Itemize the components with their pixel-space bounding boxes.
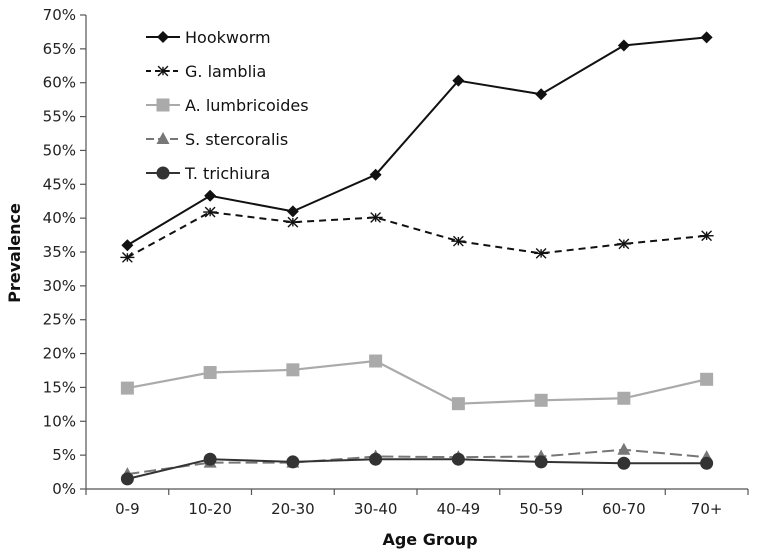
data-point [286,205,299,218]
x-tick-label: 60-70 [602,500,646,518]
data-point [203,452,217,466]
y-tick-label: 40% [43,209,76,227]
data-point [535,88,548,101]
data-point [534,247,549,259]
data-point [699,230,714,242]
legend-label: S. stercoralis [185,130,288,149]
data-point [369,168,382,181]
data-point [700,372,714,386]
legend-marker [156,98,170,112]
data-point [451,452,465,466]
y-tick-label: 25% [43,311,76,329]
y-axis-ticks: 0% 5% 10% 15% 20% 25% 30% 35% 40% 45% 50% 55% 60% 65%… [43,6,86,498]
y-tick-label: 5% [52,446,76,464]
y-axis-title: Prevalence [5,203,24,303]
data-point [617,442,631,455]
legend-item-s-stercoralis: S. stercoralis [146,130,288,149]
y-tick-label: 30% [43,277,76,295]
data-point [369,354,383,368]
y-tick-label: 60% [43,74,76,92]
legend-label: A. lumbricoides [185,96,309,115]
data-point [286,455,300,469]
legend-label: G. lamblia [185,62,266,81]
data-point [452,74,465,87]
series-line-a-lumbricoides [127,359,707,405]
legend: Hookworm G. lamblia A. lumbricoides S. ster… [146,28,309,183]
x-tick-label: 0-9 [115,500,140,518]
x-axis-title: Age Group [382,530,477,549]
data-point [120,252,135,263]
data-point [616,238,631,250]
data-point [203,366,217,380]
data-point [286,363,300,377]
y-tick-label: 65% [43,40,76,58]
y-tick-label: 10% [43,412,76,430]
legend-label: Hookworm [185,28,271,47]
x-tick-label: 30-40 [354,500,398,518]
series-g-lamblia [120,206,714,263]
data-point [120,381,134,395]
data-point [617,456,631,470]
x-tick-label: 50-59 [519,500,563,518]
y-tick-label: 70% [43,6,76,24]
data-point [368,212,383,223]
series-line-hookworm [126,36,707,247]
data-point [451,397,465,411]
legend-marker [156,166,170,180]
y-tick-label: 50% [43,141,76,159]
data-point [203,206,218,218]
series-line-s-stercoralis [127,448,707,476]
y-tick-label: 45% [43,175,76,193]
data-point [534,455,548,469]
y-tick-label: 0% [52,480,76,498]
data-point [700,31,713,44]
data-point [700,456,714,470]
data-point [121,239,134,252]
legend-item-g-lamblia: G. lamblia [146,62,266,81]
legend-item-hookworm: Hookworm [146,28,271,47]
data-point [617,39,630,52]
data-point [285,216,300,228]
legend-label: T. trichiura [184,164,270,183]
series-hookworm [121,31,713,252]
data-point [617,391,631,405]
x-tick-label: 10-20 [188,500,232,518]
legend-marker [156,132,170,144]
y-tick-label: 35% [43,243,76,261]
y-tick-label: 20% [43,345,76,363]
series-a-lumbricoides [120,354,714,411]
series-layer [120,31,714,486]
series-line-g-lamblia [126,211,707,259]
y-tick-label: 15% [43,378,76,396]
x-tick-label: 20-30 [271,500,315,518]
legend-marker [156,65,170,77]
x-tick-label: 40-49 [437,500,481,518]
legend-marker [157,31,169,43]
data-point [534,393,548,407]
data-point [451,235,466,247]
x-axis-ticks: 0-9 10-20 20-30 30-40 40-49 50-59 60-70 70+ [85,489,749,518]
data-point [120,472,134,486]
data-point [369,452,383,466]
series-t-trichiura [120,452,714,486]
data-point [204,189,217,202]
x-tick-label: 70+ [691,500,723,518]
series-line-t-trichiura [127,458,707,480]
y-tick-label: 55% [43,108,76,126]
legend-item-t-trichiura: T. trichiura [146,164,270,183]
legend-item-a-lumbricoides: A. lumbricoides [146,96,309,115]
